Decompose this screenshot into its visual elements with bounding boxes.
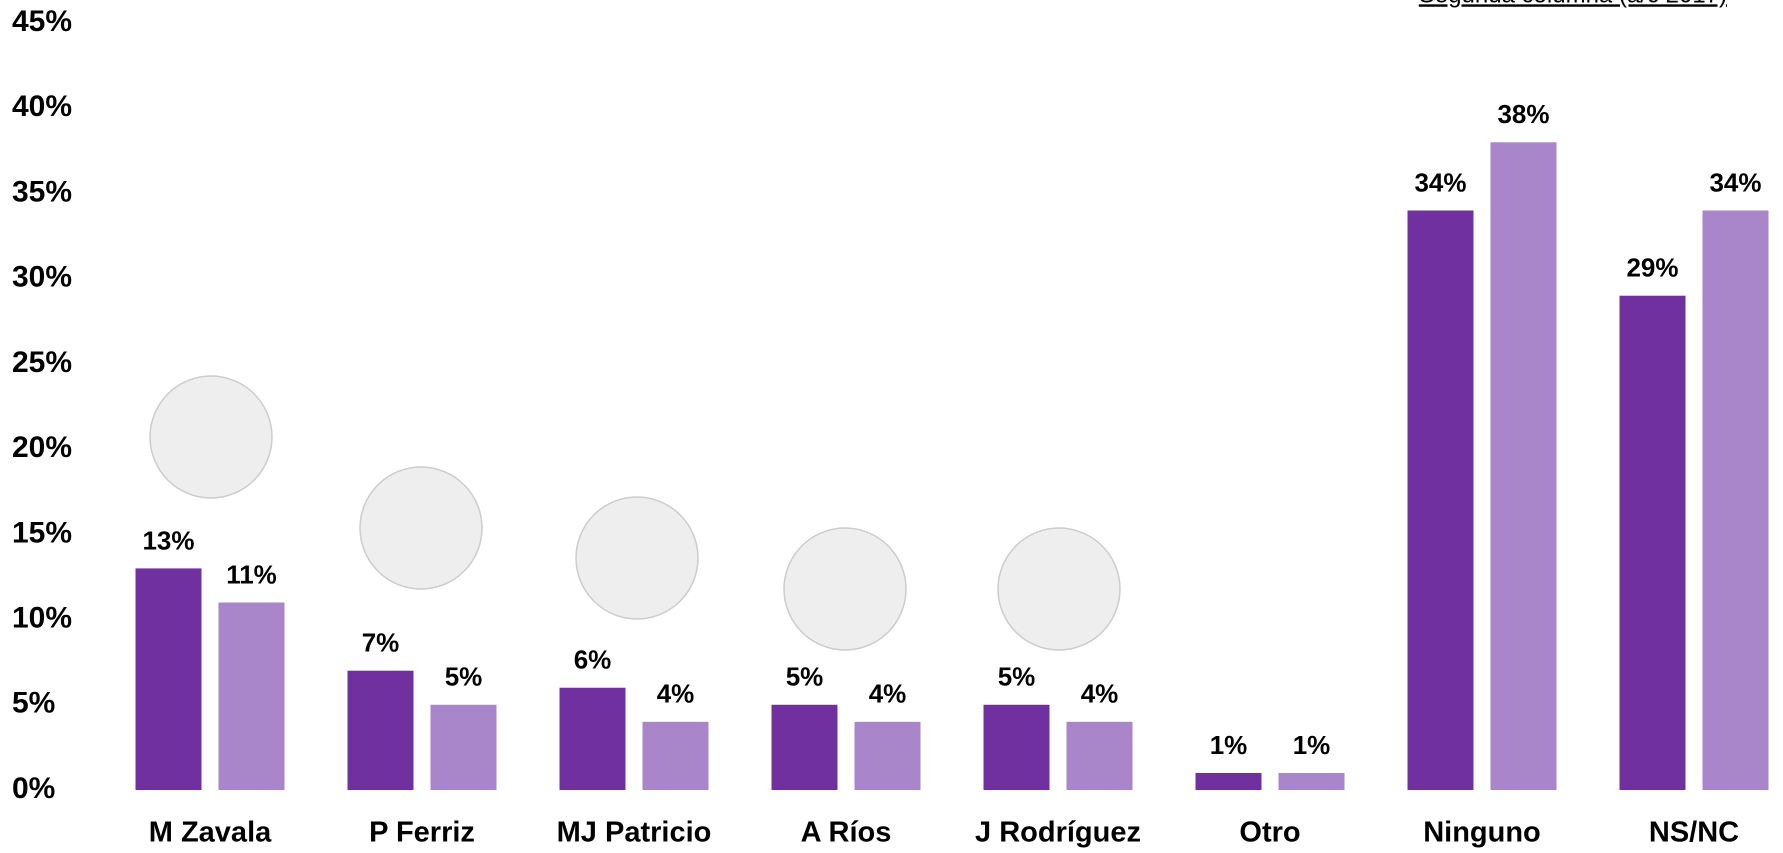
y-tick-label: 20% (12, 431, 72, 464)
y-tick-label: 5% (12, 687, 55, 720)
photo (149, 375, 273, 499)
bar (430, 704, 497, 790)
bar (559, 687, 626, 790)
value-label: 38% (1497, 99, 1549, 129)
bar (983, 704, 1050, 790)
photo (783, 527, 907, 651)
value-label: 29% (1626, 253, 1678, 283)
value-label: 5% (786, 662, 824, 692)
value-label: 5% (445, 662, 483, 692)
value-label: 6% (574, 645, 612, 675)
value-label: 4% (869, 679, 907, 709)
bar (1407, 210, 1474, 790)
bar (1619, 295, 1686, 790)
y-tick-label: 35% (12, 175, 72, 208)
value-label: 4% (657, 679, 695, 709)
y-tick-label: 40% (12, 90, 72, 123)
x-tick-label: M Zavala (149, 817, 272, 849)
photo (575, 496, 699, 620)
y-tick-label: 10% (12, 601, 72, 634)
x-tick-label: Otro (1239, 817, 1300, 849)
value-label: 34% (1414, 167, 1466, 197)
y-tick-label: 15% (12, 516, 72, 549)
photos (149, 375, 1121, 651)
x-tick-label: P Ferriz (369, 817, 475, 849)
bar (1066, 721, 1133, 790)
note: Segunda columna (a/c 2017) (1419, 0, 1727, 8)
value-label: 1% (1210, 730, 1248, 760)
x-tick-label: MJ Patricio (557, 817, 712, 849)
bar (854, 721, 921, 790)
value-label: 13% (142, 525, 194, 555)
value-label: 5% (998, 662, 1036, 692)
x-tick-label: J Rodríguez (975, 817, 1141, 849)
bar (1195, 772, 1262, 790)
bar (135, 568, 202, 790)
value-label: 11% (226, 559, 277, 589)
bar (347, 670, 414, 790)
value-label: 4% (1081, 679, 1119, 709)
x-tick-label: NS/NC (1649, 817, 1739, 849)
bar (642, 721, 709, 790)
bar (218, 602, 285, 790)
y-tick-label: 25% (12, 346, 72, 379)
bar (1702, 210, 1769, 790)
x-tick-label: Ninguno (1423, 817, 1541, 849)
bar (771, 704, 838, 790)
y-tick-label: 30% (12, 261, 72, 294)
value-label: 34% (1709, 167, 1761, 197)
bar (1490, 142, 1557, 791)
y-tick-label: 45% (12, 5, 72, 38)
photo (359, 466, 483, 590)
y-tick-label: 0% (12, 772, 55, 805)
photo (997, 527, 1121, 651)
x-tick-label: A Ríos (801, 817, 892, 849)
value-label: 7% (362, 628, 400, 658)
value-label: 1% (1293, 730, 1331, 760)
bar (1278, 772, 1345, 790)
